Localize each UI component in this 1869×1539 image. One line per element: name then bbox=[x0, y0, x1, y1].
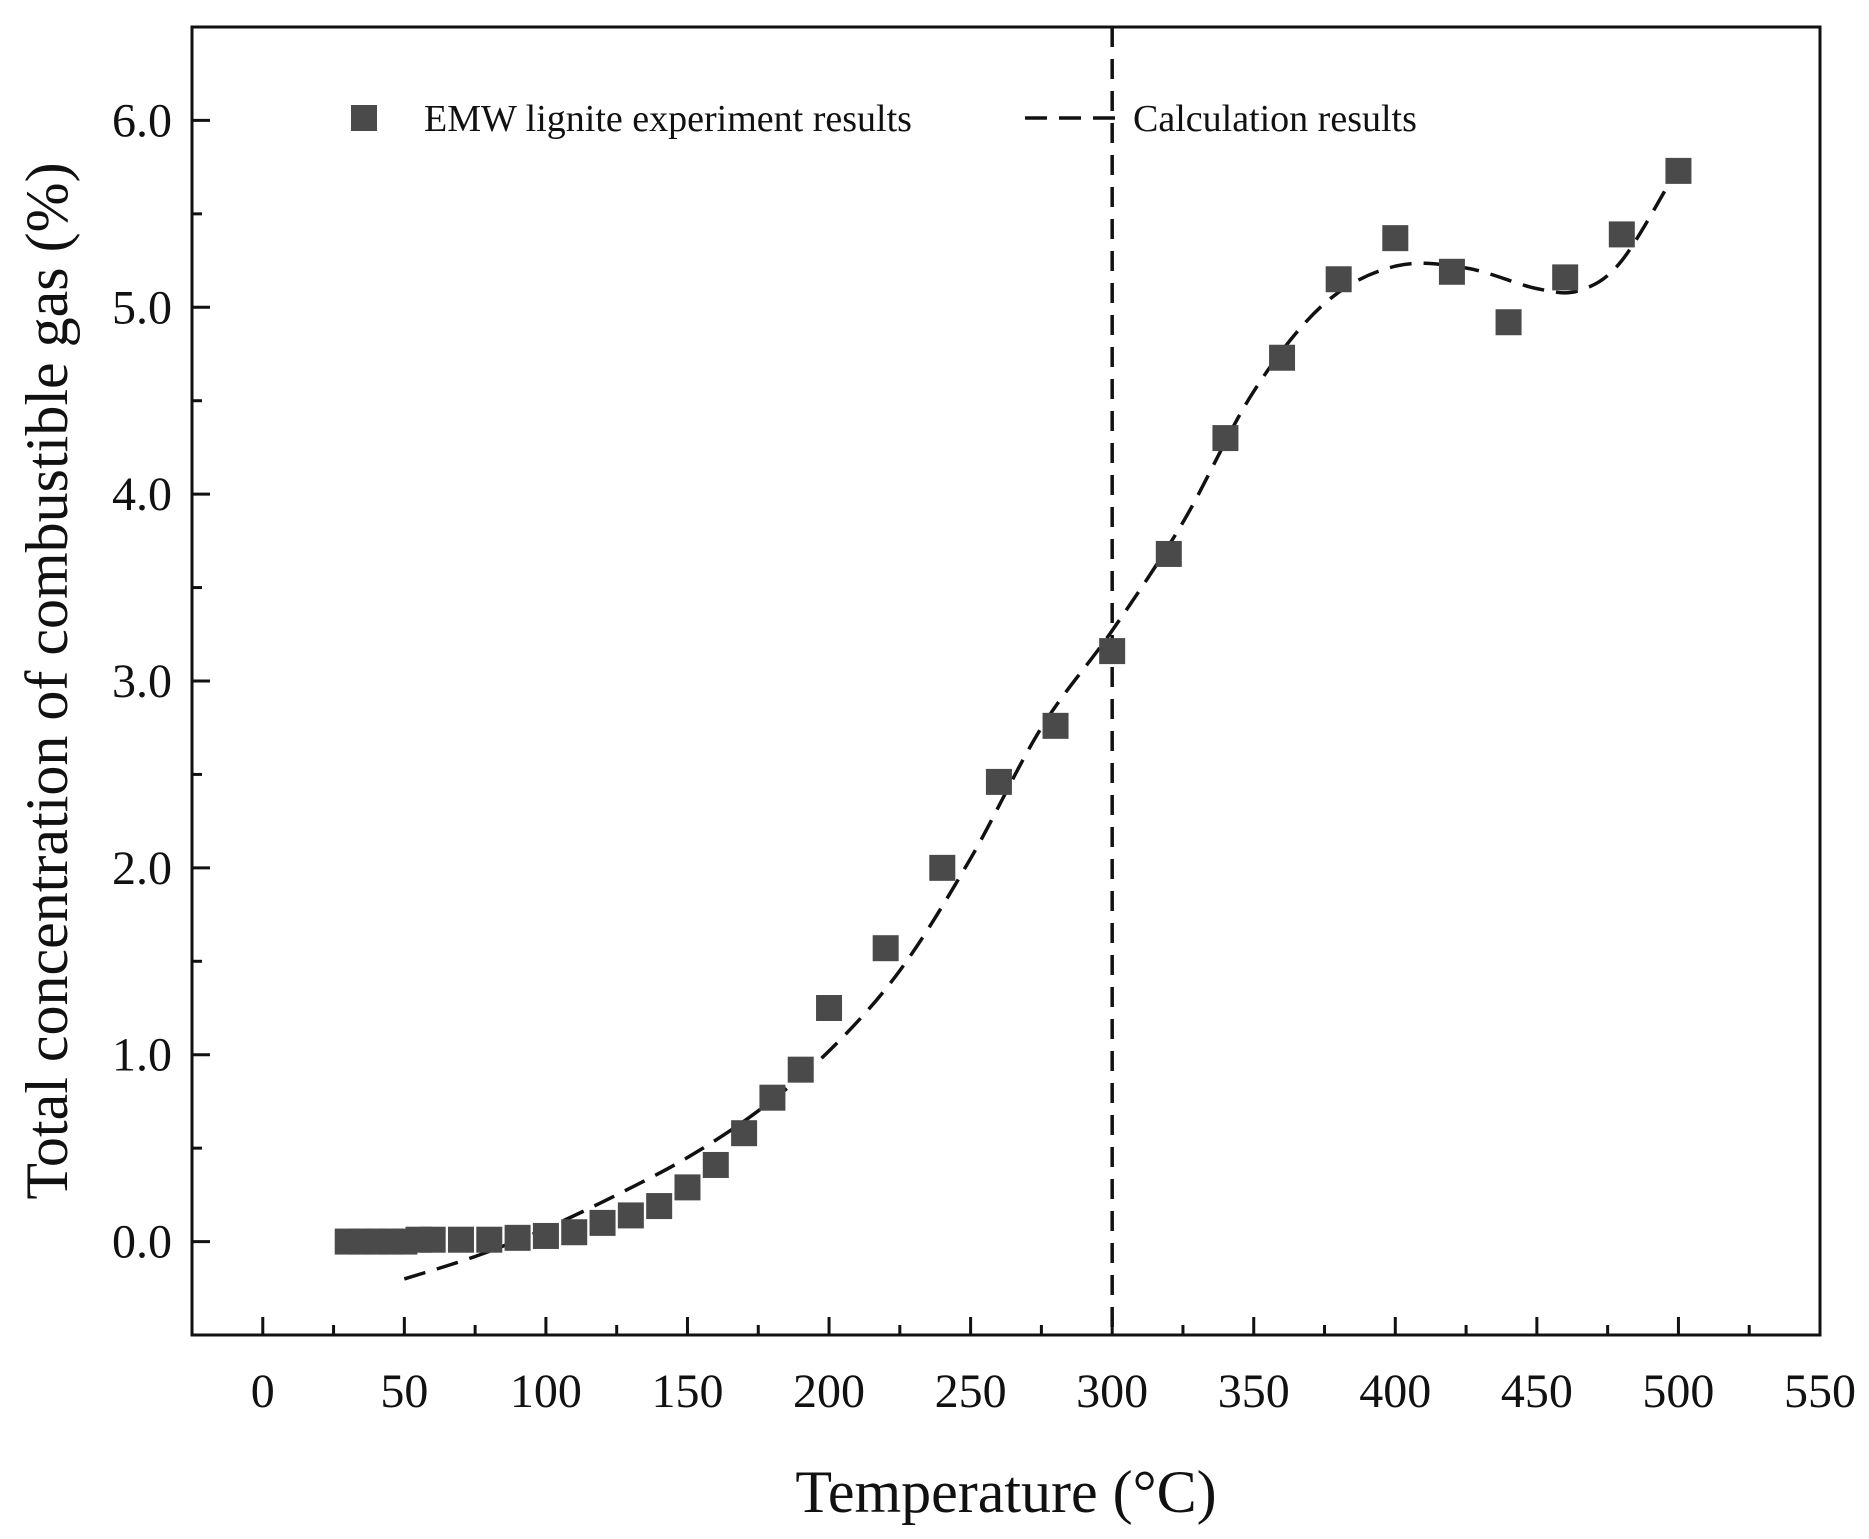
experiment-point bbox=[1099, 638, 1126, 665]
y-tick-label: 2.0 bbox=[112, 842, 172, 895]
legend-marker-square bbox=[351, 105, 377, 131]
experiment-point bbox=[589, 1209, 616, 1236]
experiment-point bbox=[702, 1151, 729, 1178]
experiment-point bbox=[787, 1056, 814, 1083]
x-tick-label: 400 bbox=[1359, 1365, 1431, 1418]
experiment-point bbox=[1438, 258, 1465, 285]
legend-label-experiment: EMW lignite experiment results bbox=[424, 98, 912, 140]
experiment-point bbox=[985, 768, 1012, 795]
experiment-point bbox=[1325, 266, 1352, 293]
y-tick-label: 6.0 bbox=[112, 94, 172, 147]
x-tick-label: 150 bbox=[651, 1365, 723, 1418]
experiment-point bbox=[419, 1226, 446, 1253]
y-tick-label: 0.0 bbox=[112, 1216, 172, 1269]
experiment-point bbox=[1608, 221, 1635, 248]
y-tick-label: 1.0 bbox=[112, 1029, 172, 1082]
y-tick-label: 4.0 bbox=[112, 468, 172, 521]
experiment-point bbox=[731, 1120, 758, 1147]
experiment-point bbox=[1042, 712, 1069, 739]
experiment-point bbox=[1495, 309, 1522, 336]
legend-label-calculation: Calculation results bbox=[1133, 98, 1417, 140]
experiment-point bbox=[617, 1202, 644, 1229]
x-tick-label: 350 bbox=[1218, 1365, 1290, 1418]
experiment-point bbox=[1382, 225, 1409, 252]
experiment-point bbox=[447, 1226, 474, 1253]
experiment-point bbox=[674, 1174, 701, 1201]
x-tick-label: 100 bbox=[510, 1365, 582, 1418]
experiment-point bbox=[1155, 540, 1182, 567]
experiment-point bbox=[561, 1219, 588, 1246]
experiment-point bbox=[476, 1226, 503, 1253]
plot-frame bbox=[190, 25, 1822, 1337]
y-axis-title: Total concentration of combustible gas (… bbox=[14, 162, 80, 1199]
x-tick-label: 0 bbox=[251, 1365, 275, 1418]
x-tick-label: 250 bbox=[935, 1365, 1007, 1418]
experiment-point bbox=[504, 1224, 531, 1251]
legend: EMW lignite experiment results Calculati… bbox=[351, 98, 1417, 140]
experiment-point bbox=[646, 1193, 673, 1220]
experiment-point bbox=[1665, 157, 1692, 184]
calculation-results-line bbox=[403, 166, 1680, 1281]
experiment-point bbox=[1552, 264, 1579, 291]
experiment-point bbox=[1212, 425, 1239, 452]
x-tick-label: 200 bbox=[793, 1365, 865, 1418]
x-tick-label: 300 bbox=[1076, 1365, 1148, 1418]
y-tick-label: 3.0 bbox=[112, 655, 172, 708]
calculation-line-layer bbox=[403, 166, 1680, 1281]
experiment-point bbox=[872, 935, 899, 962]
y-tick-label: 5.0 bbox=[112, 281, 172, 334]
experiment-point bbox=[816, 995, 843, 1021]
experiment-point bbox=[929, 854, 956, 881]
experiment-marker-layer bbox=[334, 157, 1692, 1255]
experiment-point bbox=[759, 1084, 786, 1111]
x-axis-title: Temperature (°C) bbox=[795, 1459, 1216, 1525]
experiment-point bbox=[532, 1222, 559, 1249]
x-axis-ticks: 0 50 100 150 200 250 300 350 400 450 500 550 bbox=[251, 1317, 1856, 1418]
y-axis-ticks: 0.0 1.0 2.0 3.0 4.0 5.0 6.0 bbox=[112, 94, 210, 1269]
x-tick-label: 50 bbox=[380, 1365, 428, 1418]
x-tick-label: 450 bbox=[1501, 1365, 1573, 1418]
x-tick-label: 500 bbox=[1642, 1365, 1714, 1418]
experiment-point bbox=[1269, 344, 1296, 371]
x-tick-label: 550 bbox=[1784, 1365, 1856, 1418]
